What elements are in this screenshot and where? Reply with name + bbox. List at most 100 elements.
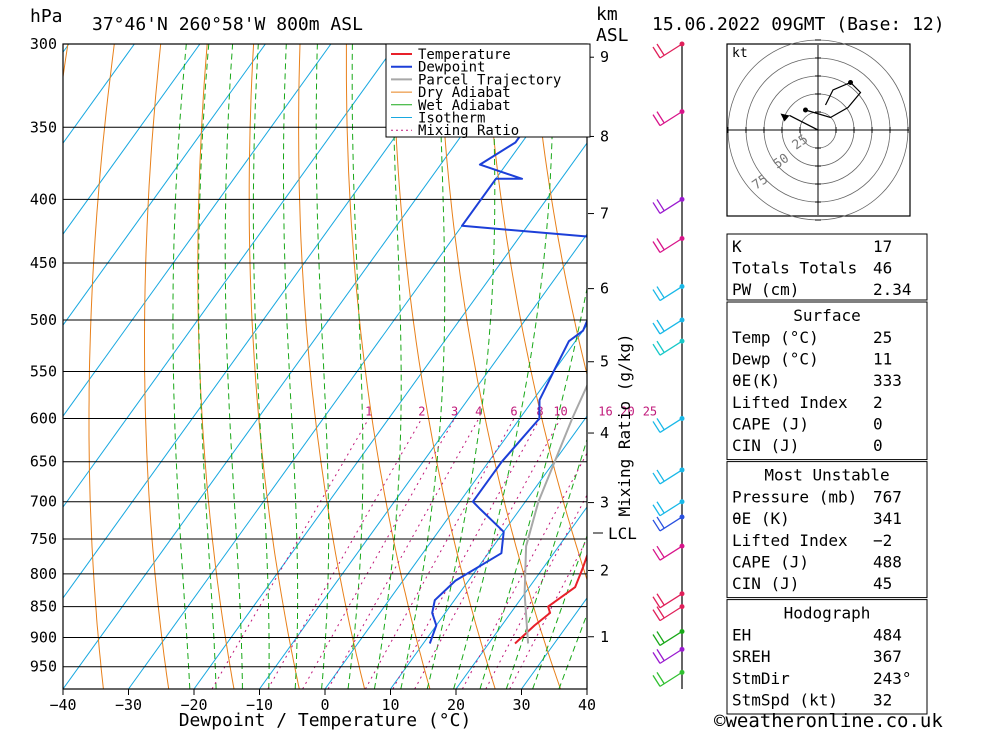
legend-label: Mixing Ratio (418, 123, 519, 139)
hodograph-index-label: EH (732, 626, 751, 645)
surface-index-value: 25 (873, 328, 892, 347)
wind-barb (653, 607, 682, 621)
pressure-tick-label: 300 (30, 35, 57, 53)
wind-barb-shaft (660, 470, 682, 484)
isotherm-line (63, 44, 527, 689)
wind-barb-shaft (660, 502, 682, 516)
wind-barb (653, 341, 682, 355)
wind-barb (653, 44, 682, 58)
dry-adiabat-line (145, 44, 169, 689)
wind-barb-flag (657, 649, 664, 660)
pressure-tick-label: 500 (30, 311, 57, 329)
wind-barb-flag (657, 320, 664, 331)
asl-label: ASL (596, 25, 629, 46)
wind-barb (653, 470, 682, 484)
wind-barb (653, 418, 682, 432)
surface-index-label: Lifted Index (732, 393, 848, 412)
wind-barb (653, 517, 682, 531)
hodograph-index-value: 367 (873, 647, 902, 666)
wind-barb-flag (653, 505, 660, 516)
hodograph-index-value: 32 (873, 690, 892, 709)
wind-barb-flag (653, 520, 660, 531)
wet-adiabat-line (253, 0, 279, 689)
general-index-value: 17 (873, 237, 892, 256)
pressure-tick-label: 450 (30, 254, 57, 272)
mixing-ratio-label: 4 (475, 404, 482, 418)
surface-index-value: 0 (873, 436, 883, 455)
wind-barb-flag (653, 290, 660, 301)
pressure-tick-label: 850 (30, 598, 57, 616)
height-tick-label: 6 (600, 280, 609, 298)
pressure-tick-label: 800 (30, 565, 57, 583)
wind-barb-flag (653, 652, 660, 663)
wind-barb-shaft (660, 44, 682, 58)
wind-barb-flag (657, 672, 664, 683)
wind-barb-shaft (660, 199, 682, 213)
wind-barb-flag (657, 199, 664, 210)
pressure-tick-label: 750 (30, 530, 57, 548)
wind-barb-flag (653, 241, 660, 252)
pressure-tick-label: 950 (30, 658, 57, 676)
wind-barb-shaft (660, 649, 682, 663)
wind-barb-flag (653, 549, 660, 560)
wind-barb-flag (653, 344, 660, 355)
wind-barb-shaft (660, 418, 682, 432)
mixing-ratio-label: 10 (553, 404, 567, 418)
mixing-ratio-line (462, 419, 605, 690)
wind-barb-flag (657, 44, 664, 55)
most-unstable-title: Most Unstable (764, 466, 889, 485)
copyright: ©weatheronline.co.uk (714, 710, 943, 732)
isotherm-line (0, 44, 462, 689)
most-unstable-index-label: θE (K) (732, 509, 790, 528)
x-tick-label: 40 (578, 696, 596, 714)
wind-barb (653, 672, 682, 686)
wind-barb (653, 594, 682, 608)
pressure-tick-label: 400 (30, 190, 57, 208)
dry-adiabat-line (198, 44, 234, 689)
wet-adiabat-line (199, 0, 236, 689)
height-tick-label: 7 (600, 205, 609, 223)
mixing-ratio-label: 2 (418, 404, 425, 418)
mixing-ratio-label: 25 (643, 404, 657, 418)
most-unstable-index-value: 341 (873, 509, 902, 528)
mixing-ratio-line (212, 419, 369, 690)
wind-barb (653, 320, 682, 334)
wind-barb (653, 287, 682, 301)
surface-index-value: 11 (873, 350, 892, 369)
wind-barb-shaft (660, 607, 682, 621)
most-unstable-index-label: CAPE (J) (732, 552, 809, 571)
hodograph-index-label: SREH (732, 647, 771, 666)
height-tick-label: 8 (600, 127, 609, 145)
pressure-tick-label: 600 (30, 409, 57, 427)
pressure-axis-ticks: 3003504004505005506006507007508008509009… (30, 35, 57, 676)
datetime-label: 15.06.2022 09GMT (Base: 12) (652, 14, 945, 35)
dry-adiabat-line (89, 44, 114, 689)
wind-barb-flag (657, 470, 664, 481)
x-axis-label: Dewpoint / Temperature (°C) (179, 710, 472, 731)
wind-barb-shaft (660, 320, 682, 334)
wind-barb-shaft (660, 341, 682, 355)
wind-barb (653, 199, 682, 213)
wind-barb (653, 502, 682, 516)
most-unstable-index-value: −2 (873, 531, 892, 550)
wind-barb-shaft (660, 112, 682, 126)
wind-barb-shaft (660, 594, 682, 608)
surface-index-label: CIN (J) (732, 436, 799, 455)
dry-adiabat-line (950, 44, 1000, 689)
location-title: 37°46'N 260°58'W 800m ASL (92, 14, 363, 35)
wind-barb-shaft (660, 631, 682, 645)
surface-index-value: 0 (873, 414, 883, 433)
pressure-tick-label: 900 (30, 629, 57, 647)
wind-barb (653, 649, 682, 663)
hodograph-index-label: StmDir (732, 669, 790, 688)
surface-index-label: CAPE (J) (732, 414, 809, 433)
wind-barb-shaft (660, 672, 682, 686)
wind-barb-flag (657, 517, 664, 528)
wet-adiabat-line (173, 0, 215, 689)
hodograph-index-value: 484 (873, 626, 902, 645)
